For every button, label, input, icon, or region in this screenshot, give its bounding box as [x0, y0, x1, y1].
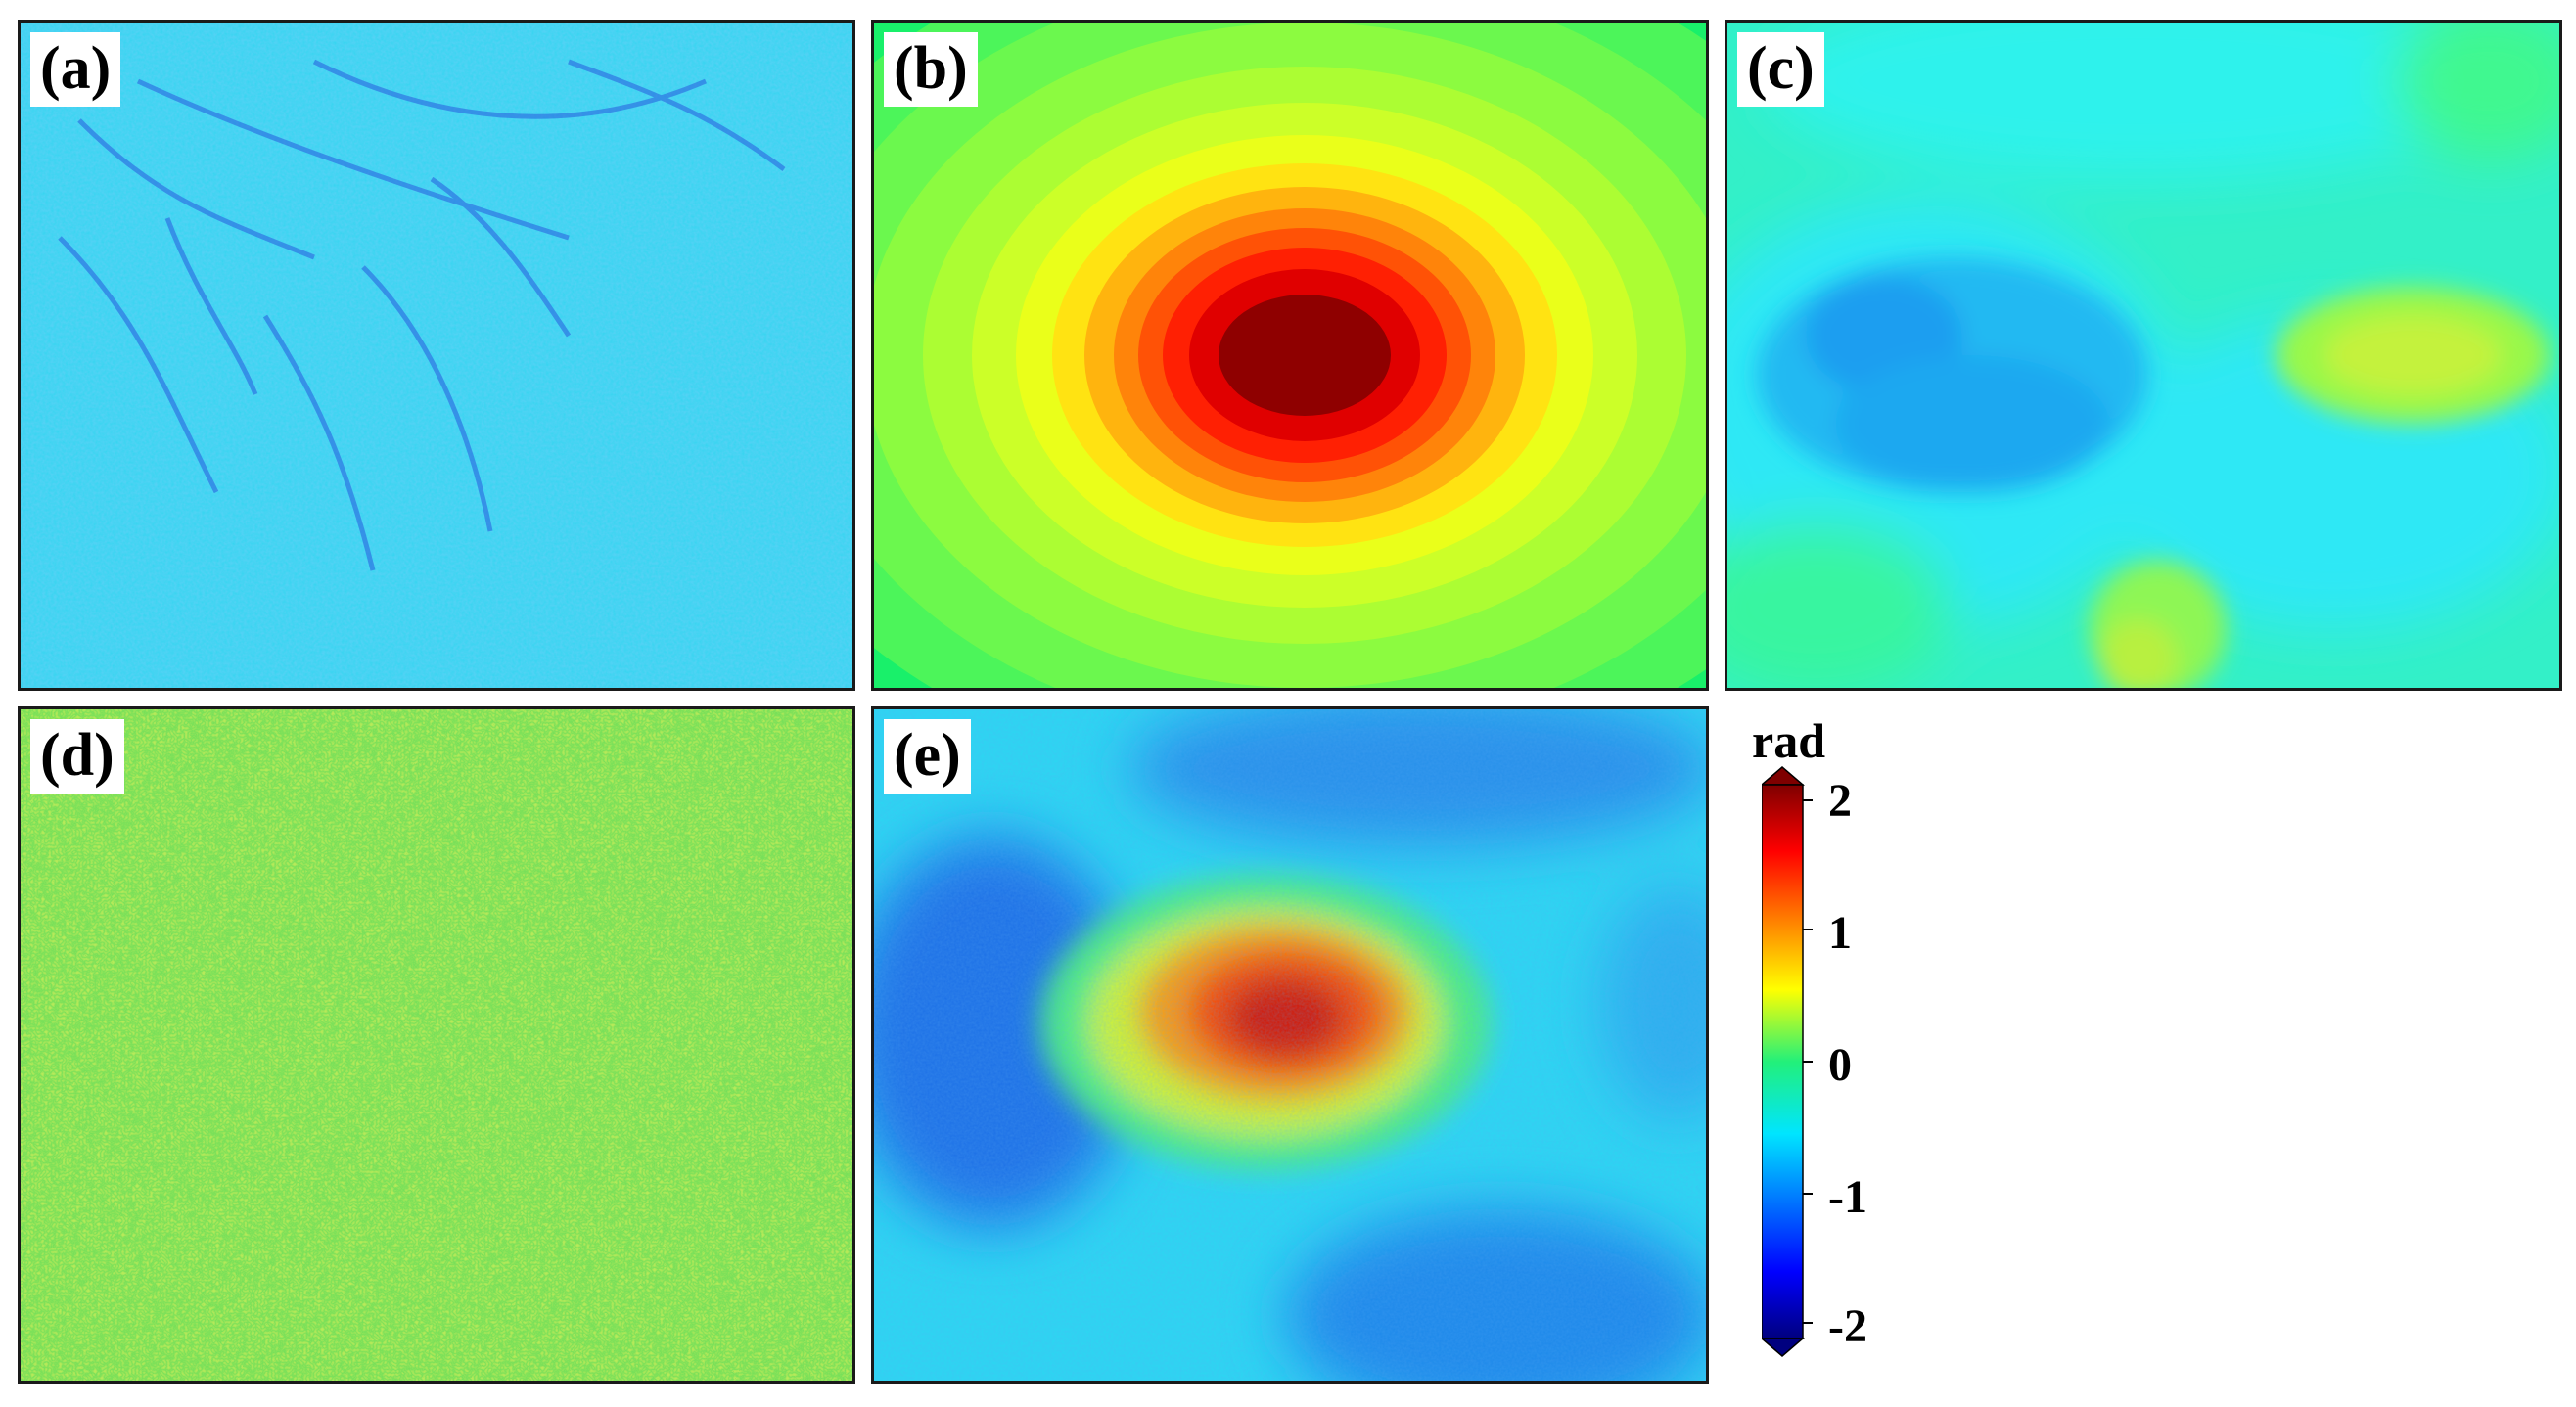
panel-d-image: [21, 709, 852, 1381]
panel-a-image: [21, 23, 852, 688]
colorbar-tick-minus2: -2: [1828, 1300, 1867, 1352]
panel-a-label: (a): [30, 32, 121, 107]
panel-e-image: [874, 709, 1706, 1381]
panel-e: (e): [871, 706, 1709, 1384]
colorbar-gradient: [1762, 784, 1804, 1339]
panel-d-label: (d): [30, 719, 124, 794]
panel-d: (d): [18, 706, 855, 1384]
panel-b-image: [874, 23, 1706, 688]
colorbar-tick-2: 2: [1828, 775, 1852, 827]
panel-c: (c): [1725, 20, 2562, 691]
colorbar-unit-label: rad: [1752, 713, 1825, 768]
colorbar-top-arrow: [1764, 771, 1820, 773]
colorbar-tick-0: 0: [1828, 1039, 1852, 1091]
panel-a: (a): [18, 20, 855, 691]
colorbar: [1762, 766, 1820, 1357]
panel-b-label: (b): [884, 32, 978, 107]
panel-c-label: (c): [1737, 32, 1824, 107]
colorbar-tick-1: 1: [1828, 907, 1852, 959]
panel-b: (b): [871, 20, 1709, 691]
colorbar-tick-minus1: -1: [1828, 1171, 1867, 1223]
panel-e-label: (e): [884, 719, 971, 794]
panel-c-image: [1727, 23, 2559, 688]
